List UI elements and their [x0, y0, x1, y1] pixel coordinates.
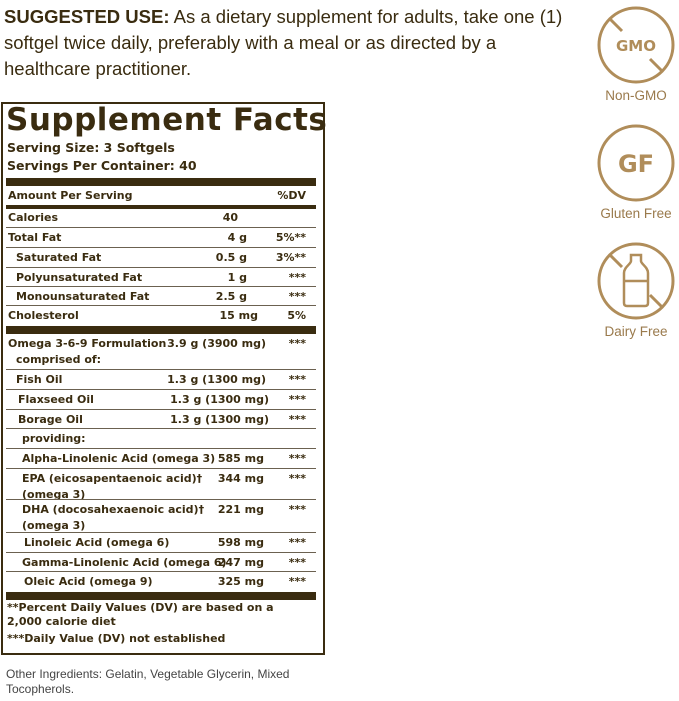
nutrient-amount: 40: [222, 211, 238, 224]
nutrient-amount: 1.3 g (1300 mg): [170, 413, 269, 426]
badge-gluten-free: GF Gluten Free: [594, 123, 678, 221]
divider-thick: [6, 326, 316, 334]
nutrient-name: DHA (docosahexaenoic acid)†: [22, 503, 205, 516]
nutrient-amount: 598 mg: [217, 536, 264, 549]
row-divider: [6, 389, 316, 390]
suggested-use: SUGGESTED USE: As a dietary supplement f…: [4, 4, 564, 82]
nutrient-dv: 3%**: [275, 251, 306, 264]
divider-medium: [6, 205, 316, 209]
nutrient-name: Linoleic Acid (omega 6): [24, 536, 170, 549]
nutrient-amount: 1.3 g (1300 mg): [167, 373, 266, 386]
dv-header: %DV: [277, 189, 306, 202]
row-divider: [6, 571, 316, 572]
nutrient-name-cont: comprised of:: [16, 353, 102, 366]
label-border: [1, 102, 325, 655]
nutrient-amount: 1.3 g (1300 mg): [170, 393, 269, 406]
footnote-dv-basis: **Percent Daily Values (DV) are based on…: [7, 601, 274, 628]
divider-thick: [6, 178, 316, 186]
badge-label: Gluten Free: [600, 206, 672, 221]
nutrient-name: Omega 3-6-9 Formulation: [8, 337, 167, 350]
nutrient-amount: 2.5 g: [215, 290, 247, 303]
nutrient-dv: ***: [288, 373, 306, 386]
row-divider: [6, 267, 316, 268]
row-divider: [6, 305, 316, 306]
nutrient-amount: 4 g: [227, 231, 247, 244]
nutrient-dv: 5%**: [275, 231, 306, 244]
row-divider: [6, 448, 316, 449]
nutrient-dv: ***: [288, 290, 306, 303]
nutrient-name: Cholesterol: [8, 309, 79, 322]
nutrient-name: Oleic Acid (omega 9): [24, 575, 153, 588]
suggested-use-text: As a dietary supplement for adults, take…: [4, 6, 563, 79]
divider-thick: [6, 592, 316, 600]
nutrient-name: Calories: [8, 211, 59, 224]
nutrient-name: Polyunsaturated Fat: [16, 271, 143, 284]
no-dairy-icon: [597, 242, 675, 320]
servings-per-container: Servings Per Container: 40: [7, 158, 197, 173]
nutrient-amount: 0.5 g: [215, 251, 247, 264]
nutrient-name: Saturated Fat: [16, 251, 102, 264]
badge-label: Dairy Free: [604, 324, 668, 339]
nutrient-amount: 3.9 g (3900 mg): [167, 337, 266, 350]
row-divider: [6, 428, 316, 429]
gluten-free-icon: GF: [597, 124, 675, 202]
other-ingredients: Other Ingredients: Gelatin, Vegetable Gl…: [6, 667, 290, 696]
nutrient-dv: ***: [288, 503, 306, 516]
nutrient-dv: ***: [288, 413, 306, 426]
row-divider: [6, 552, 316, 553]
nutrient-name-cont: (omega 3): [22, 488, 86, 501]
footnote-dv-not-established: ***Daily Value (DV) not established: [7, 632, 226, 645]
row-divider: [6, 227, 316, 228]
nutrient-name: Alpha-Linolenic Acid (omega 3): [22, 452, 216, 465]
nutrient-amount: 325 mg: [217, 575, 264, 588]
row-divider: [6, 409, 316, 410]
suggested-use-heading: SUGGESTED USE:: [4, 6, 170, 27]
no-gmo-icon: GMO: [597, 6, 675, 84]
nutrient-name-cont: (omega 3): [22, 519, 86, 532]
nutrient-dv: ***: [288, 393, 306, 406]
badge-non-gmo: GMO Non-GMO: [594, 5, 678, 103]
row-divider: [6, 499, 316, 500]
nutrient-name: providing:: [22, 432, 86, 445]
row-divider: [6, 247, 316, 248]
nutrient-dv: ***: [288, 472, 306, 485]
nutrient-name: Monounsaturated Fat: [16, 290, 150, 303]
nutrient-dv: ***: [288, 575, 306, 588]
nutrient-dv: ***: [288, 536, 306, 549]
nutrient-amount: 247 mg: [217, 556, 264, 569]
nutrient-name: EPA (eicosapentaenoic acid)†: [22, 472, 203, 485]
badge-label: Non-GMO: [605, 88, 667, 103]
nutrient-dv: 5%: [287, 309, 306, 322]
nutrient-dv: ***: [288, 452, 306, 465]
amount-header: Amount Per Serving: [8, 189, 133, 202]
row-divider: [6, 286, 316, 287]
nutrient-dv: ***: [288, 556, 306, 569]
nutrient-dv: ***: [288, 271, 306, 284]
nutrient-amount: 15 mg: [219, 309, 258, 322]
nutrient-name: Total Fat: [8, 231, 62, 244]
nutrient-name: Fish Oil: [16, 373, 63, 386]
nutrient-amount: 585 mg: [217, 452, 264, 465]
row-divider: [6, 532, 316, 533]
badge-dairy-free: Dairy Free: [594, 241, 678, 339]
nutrient-amount: 221 mg: [217, 503, 264, 516]
nutrient-name: Flaxseed Oil: [18, 393, 94, 406]
serving-size: Serving Size: 3 Softgels: [7, 140, 175, 155]
svg-text:GMO: GMO: [616, 37, 656, 55]
nutrient-amount: 344 mg: [217, 472, 264, 485]
row-divider: [6, 369, 316, 370]
label-title: Supplement Facts: [6, 102, 328, 138]
row-divider: [6, 468, 316, 469]
nutrient-name: Gamma-Linolenic Acid (omega 6): [22, 556, 227, 569]
svg-text:GF: GF: [618, 150, 654, 178]
nutrient-dv: ***: [288, 337, 306, 350]
nutrient-amount: 1 g: [227, 271, 247, 284]
nutrient-name: Borage Oil: [18, 413, 83, 426]
